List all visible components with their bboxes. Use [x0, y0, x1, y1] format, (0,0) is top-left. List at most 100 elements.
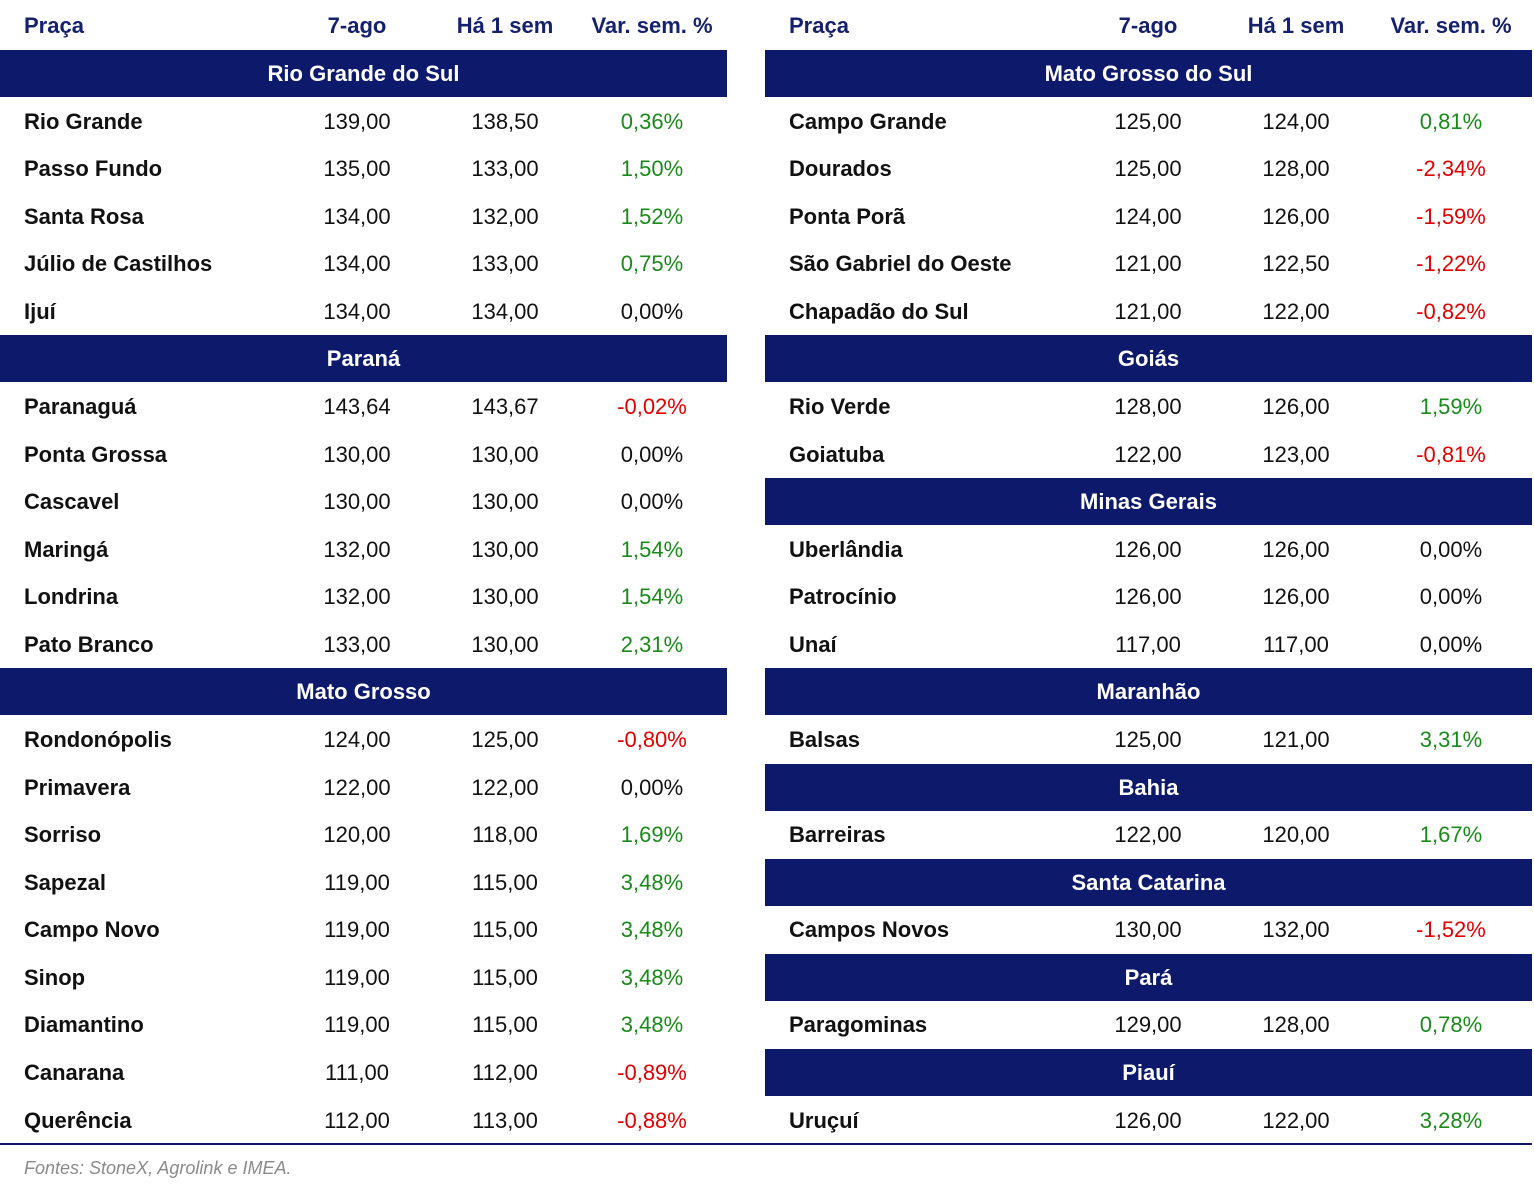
- price: 126,00: [1114, 584, 1182, 610]
- variation: 0,00%: [1419, 584, 1483, 610]
- price: 120,00: [323, 822, 391, 848]
- price: 119,00: [324, 869, 390, 895]
- location-name: Campo Novo: [24, 917, 160, 943]
- variation: 1,52%: [620, 203, 684, 229]
- section-title: Santa Catarina: [1071, 869, 1226, 895]
- bottom-rule: [0, 1143, 1532, 1145]
- location-name: Sapezal: [24, 869, 106, 895]
- price: 134,00: [323, 251, 391, 277]
- column-header: Praça: [24, 13, 84, 38]
- location-name: Primavera: [24, 774, 131, 800]
- section-band: Goiás: [765, 335, 1532, 383]
- location-name: Rio Grande: [24, 108, 143, 134]
- price: 128,00: [1262, 156, 1330, 182]
- section-title: Rio Grande do Sul: [267, 61, 460, 86]
- location-name: Pato Branco: [24, 631, 154, 657]
- variation: 0,00%: [1419, 631, 1483, 657]
- section-band: Mato Grosso: [0, 668, 727, 716]
- price: 128,00: [1114, 393, 1182, 419]
- price: 130,00: [471, 536, 539, 562]
- column-header: Há 1 sem: [1247, 13, 1345, 38]
- variation: 0,81%: [1419, 108, 1483, 134]
- price: 125,00: [471, 726, 539, 752]
- price: 128,00: [1262, 1012, 1330, 1038]
- variation: -0,81%: [1416, 441, 1486, 467]
- price: 125,00: [1114, 108, 1182, 134]
- price: 133,00: [471, 251, 539, 277]
- price: 112,00: [472, 1059, 538, 1085]
- variation: 3,48%: [620, 917, 684, 943]
- price: 118,00: [472, 822, 538, 848]
- price: 124,00: [1262, 108, 1330, 134]
- section-band: Mato Grosso do Sul: [765, 50, 1532, 97]
- section-band: Rio Grande do Sul: [0, 50, 727, 97]
- price: 117,00: [1263, 631, 1329, 657]
- variation: 1,59%: [1419, 393, 1483, 419]
- variation: 0,36%: [620, 108, 684, 134]
- variation: 0,75%: [620, 251, 684, 277]
- location-name: Sinop: [24, 964, 86, 990]
- variation: 1,54%: [620, 584, 684, 610]
- location-name: Ponta Grossa: [24, 441, 168, 467]
- variation: -0,82%: [1416, 298, 1486, 324]
- variation: -0,02%: [617, 393, 687, 419]
- price: 124,00: [1114, 203, 1182, 229]
- location-name: Rondonópolis: [24, 726, 172, 752]
- variation: 0,00%: [620, 489, 684, 515]
- price: 117,00: [1115, 631, 1181, 657]
- price: 125,00: [1114, 156, 1182, 182]
- variation: -1,52%: [1416, 917, 1486, 943]
- column-header: Praça: [789, 13, 849, 38]
- footnote: Fontes: StoneX, Agrolink e IMEA.: [24, 1158, 292, 1178]
- price: 130,00: [471, 441, 539, 467]
- section-band: Bahia: [765, 763, 1532, 811]
- variation: 0,78%: [1419, 1012, 1483, 1038]
- price: 122,00: [1114, 441, 1182, 467]
- location-name: Patrocínio: [789, 584, 897, 610]
- price: 132,00: [1262, 917, 1330, 943]
- price: 123,00: [1262, 441, 1330, 467]
- price: 112,00: [324, 1107, 390, 1133]
- column-header: 7-ago: [327, 13, 387, 38]
- price: 130,00: [1114, 917, 1182, 943]
- price: 111,00: [324, 1059, 390, 1085]
- location-name: Ponta Porã: [789, 203, 906, 229]
- column-header: 7-ago: [1118, 13, 1178, 38]
- price: 135,00: [323, 156, 391, 182]
- price: 113,00: [472, 1107, 538, 1133]
- variation: 3,28%: [1419, 1107, 1483, 1133]
- section-title: Bahia: [1118, 774, 1179, 800]
- location-name: Unaí: [789, 631, 837, 657]
- location-name: Dourados: [789, 156, 892, 182]
- location-name: Barreiras: [789, 822, 886, 848]
- location-name: Maringá: [24, 536, 109, 562]
- price: 120,00: [1262, 822, 1330, 848]
- column-header: Há 1 sem: [456, 13, 554, 38]
- location-name: Chapadão do Sul: [789, 298, 969, 324]
- price: 126,00: [1262, 536, 1330, 562]
- section-title: Mato Grosso do Sul: [1044, 61, 1253, 86]
- location-name: Ijuí: [24, 298, 56, 324]
- location-name: Paragominas: [789, 1012, 928, 1038]
- variation: 1,69%: [620, 822, 684, 848]
- price: 115,00: [472, 869, 538, 895]
- location-name: Londrina: [24, 584, 119, 610]
- price: 126,00: [1262, 584, 1330, 610]
- variation: 0,00%: [620, 441, 684, 467]
- price: 122,00: [1114, 822, 1182, 848]
- location-name: Paranaguá: [24, 393, 137, 419]
- section-band: Piauí: [765, 1048, 1532, 1096]
- variation: -0,88%: [617, 1107, 687, 1133]
- price: 132,00: [323, 536, 391, 562]
- location-name: Campo Grande: [789, 108, 947, 134]
- variation: -2,34%: [1416, 156, 1486, 182]
- section-title: Pará: [1124, 964, 1173, 990]
- variation: 0,00%: [620, 298, 684, 324]
- price: 115,00: [472, 917, 538, 943]
- price: 124,00: [323, 726, 391, 752]
- price: 132,00: [471, 203, 539, 229]
- price: 122,00: [323, 774, 391, 800]
- location-name: Passo Fundo: [24, 156, 163, 182]
- section-title: Paraná: [326, 346, 401, 372]
